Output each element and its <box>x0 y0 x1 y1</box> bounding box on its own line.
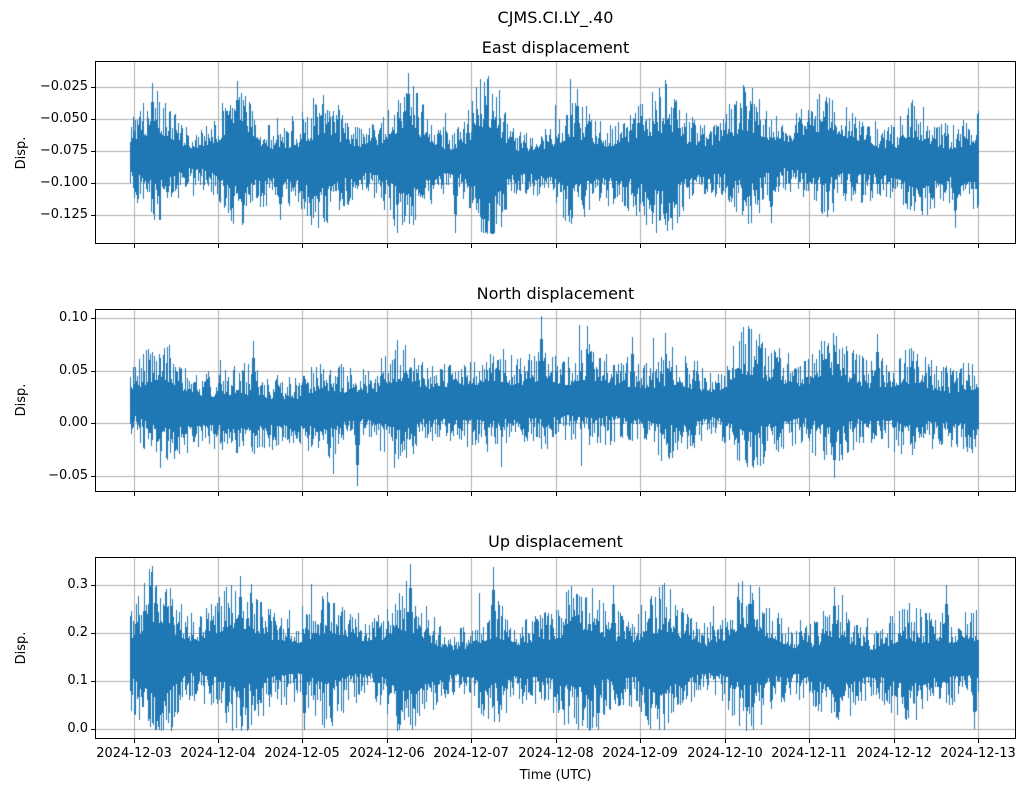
x-tick-mark <box>978 739 979 743</box>
x-tick-mark <box>556 492 557 496</box>
north-displacement-trace-canvas <box>96 310 1015 491</box>
x-tick-mark <box>640 739 641 743</box>
x-tick-mark <box>387 492 388 496</box>
y-tick-label: −0.05 <box>48 468 88 483</box>
y-tick-mark <box>91 215 95 216</box>
x-tick-label: 2024-12-13 <box>940 746 1016 761</box>
x-tick-mark <box>218 244 219 248</box>
x-tick-label: 2024-12-04 <box>180 746 256 761</box>
y-tick-label: 0.2 <box>67 625 88 640</box>
subplot-east-title: East displacement <box>481 38 630 57</box>
x-tick-mark <box>640 492 641 496</box>
x-tick-mark <box>725 492 726 496</box>
x-tick-mark <box>218 739 219 743</box>
x-tick-mark <box>809 244 810 248</box>
y-tick-mark <box>91 729 95 730</box>
x-tick-mark <box>556 244 557 248</box>
y-tick-mark <box>91 681 95 682</box>
x-tick-mark <box>471 492 472 496</box>
y-tick-mark <box>91 585 95 586</box>
y-tick-mark <box>91 87 95 88</box>
x-tick-mark <box>725 739 726 743</box>
x-axis-label: Time (UTC) <box>519 768 592 783</box>
x-tick-mark <box>387 739 388 743</box>
subplot-north-title: North displacement <box>476 284 635 303</box>
subplot-up-plot-area <box>95 557 1016 739</box>
x-tick-mark <box>978 244 979 248</box>
x-tick-mark <box>134 739 135 743</box>
x-tick-mark <box>894 244 895 248</box>
y-tick-mark <box>91 371 95 372</box>
x-tick-mark <box>725 244 726 248</box>
y-tick-label: 0.05 <box>59 363 88 378</box>
y-tick-mark <box>91 119 95 120</box>
subplot-north-plot-area <box>95 309 1016 492</box>
y-tick-label: 0.0 <box>67 721 88 736</box>
x-tick-mark <box>302 492 303 496</box>
x-tick-label: 2024-12-08 <box>518 746 594 761</box>
y-tick-mark <box>91 423 95 424</box>
x-tick-label: 2024-12-10 <box>687 746 763 761</box>
y-tick-label: 0.00 <box>59 415 88 430</box>
y-tick-mark <box>91 633 95 634</box>
x-tick-label: 2024-12-05 <box>264 746 340 761</box>
y-tick-label: 0.1 <box>67 673 88 688</box>
x-tick-mark <box>894 739 895 743</box>
y-tick-label: −0.100 <box>39 175 88 190</box>
y-tick-label: −0.125 <box>39 207 88 222</box>
x-tick-mark <box>218 492 219 496</box>
x-tick-label: 2024-12-06 <box>349 746 425 761</box>
x-tick-mark <box>809 739 810 743</box>
y-tick-label: 0.3 <box>67 577 88 592</box>
x-tick-mark <box>387 244 388 248</box>
x-tick-mark <box>978 492 979 496</box>
x-tick-mark <box>556 739 557 743</box>
y-tick-label: 0.10 <box>59 310 88 325</box>
subplot-east-plot-area <box>95 61 1016 244</box>
x-tick-mark <box>894 492 895 496</box>
x-tick-mark <box>302 244 303 248</box>
x-tick-label: 2024-12-03 <box>96 746 172 761</box>
x-tick-mark <box>640 244 641 248</box>
x-tick-label: 2024-12-11 <box>771 746 847 761</box>
figure-suptitle: CJMS.CI.LY_.40 <box>497 8 614 27</box>
up-displacement-trace-canvas <box>96 558 1015 738</box>
y-tick-mark <box>91 151 95 152</box>
y-tick-label: −0.025 <box>39 79 88 94</box>
x-tick-mark <box>134 244 135 248</box>
x-tick-label: 2024-12-12 <box>856 746 932 761</box>
y-tick-mark <box>91 318 95 319</box>
x-tick-mark <box>471 244 472 248</box>
y-tick-mark <box>91 183 95 184</box>
x-tick-label: 2024-12-07 <box>433 746 509 761</box>
x-tick-mark <box>809 492 810 496</box>
y-tick-mark <box>91 476 95 477</box>
y-tick-label: −0.075 <box>39 143 88 158</box>
x-tick-label: 2024-12-09 <box>602 746 678 761</box>
x-tick-mark <box>471 739 472 743</box>
east-displacement-trace-canvas <box>96 62 1015 243</box>
subplot-up-title: Up displacement <box>488 532 623 551</box>
y-tick-label: −0.050 <box>39 111 88 126</box>
x-tick-mark <box>134 492 135 496</box>
x-tick-mark <box>302 739 303 743</box>
